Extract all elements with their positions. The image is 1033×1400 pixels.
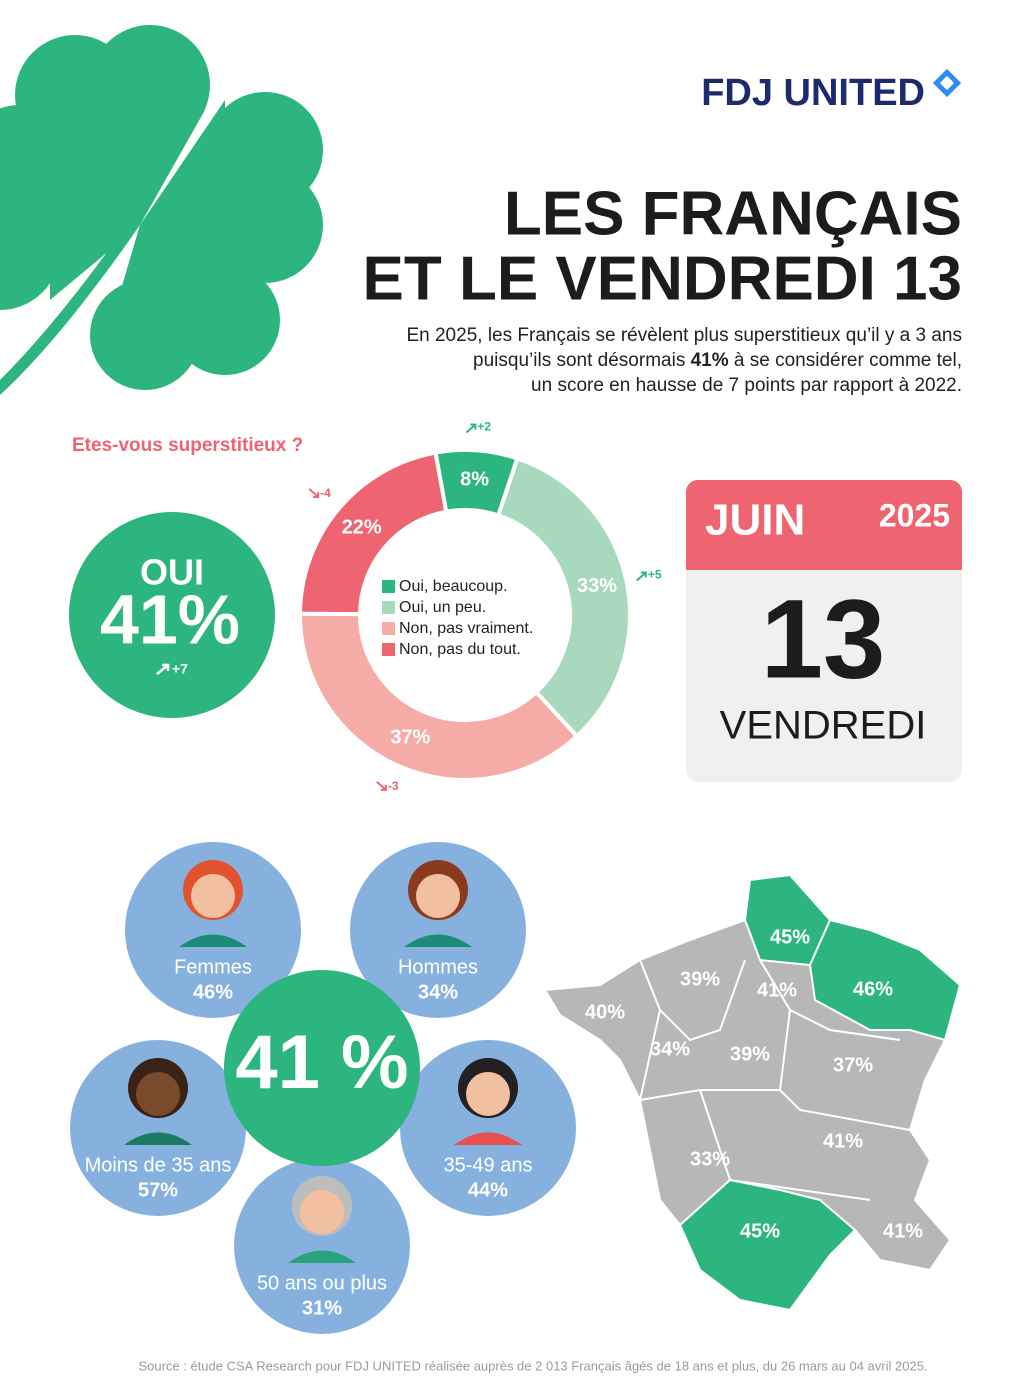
change-label: -3 — [388, 779, 399, 793]
up-arrow — [636, 571, 647, 582]
group-value: 34% — [418, 981, 458, 1003]
region-label: 39% — [680, 968, 720, 990]
region-label: 41% — [757, 979, 797, 1001]
region-label: 33% — [690, 1148, 730, 1170]
region-label: 41% — [883, 1220, 923, 1242]
up-arrow — [156, 663, 170, 675]
donut-segment — [298, 611, 580, 782]
down-arrow — [376, 781, 387, 791]
group-value: 57% — [138, 1179, 178, 1201]
avatar-face — [416, 874, 460, 918]
down-arrow — [308, 488, 320, 498]
group-label: Hommes — [398, 956, 478, 978]
change-label: +5 — [648, 568, 662, 582]
donut-segment — [495, 455, 632, 740]
legend-label: Non, pas vraiment. — [399, 620, 533, 637]
avatar-body — [454, 1132, 522, 1145]
brand-icon — [932, 68, 962, 98]
value-label: 37% — [390, 727, 430, 749]
legend-label: Non, pas du tout. — [399, 641, 521, 658]
source: Source : étude CSA Research pour FDJ UNI… — [138, 1358, 927, 1373]
group-label: Femmes — [174, 956, 252, 978]
avatar-face — [300, 1190, 344, 1234]
legend-label: Oui, beaucoup. — [399, 578, 508, 595]
avatar-body — [179, 934, 247, 947]
legend-swatch — [382, 601, 395, 614]
group-value: 46% — [193, 981, 233, 1003]
region-label: 46% — [853, 978, 893, 1000]
group-value: 44% — [468, 1179, 508, 1201]
avatar-face — [466, 1072, 510, 1116]
change-label: +2 — [477, 420, 491, 434]
calendar-year: 2025 — [879, 497, 950, 533]
region-label: 41% — [823, 1130, 863, 1152]
calendar-weekday: VENDREDI — [720, 704, 927, 748]
up-arrow — [465, 423, 477, 434]
legend-swatch — [382, 622, 395, 635]
avatar-body — [404, 934, 472, 947]
yes-badge — [69, 512, 275, 718]
region-label: 39% — [730, 1043, 770, 1065]
avatar-body — [124, 1132, 192, 1145]
region-label: 45% — [740, 1220, 780, 1242]
intro: puisqu’ils sont désormais 41% à se consi… — [473, 350, 962, 371]
group-label: 50 ans ou plus — [257, 1272, 387, 1294]
value-label: 33% — [577, 575, 617, 597]
yes-label: OUI — [140, 552, 204, 593]
group-circle — [125, 842, 301, 1018]
region-label: 45% — [770, 926, 810, 948]
group-circle — [400, 1040, 576, 1216]
avatar-face — [191, 874, 235, 918]
value-label: 8% — [460, 469, 489, 491]
intro-text: puisqu’ils sont désormais — [473, 350, 691, 371]
title: ET LE VENDREDI 13 — [363, 244, 962, 313]
avatar-face — [136, 1072, 180, 1116]
yes-change: +7 — [172, 661, 188, 677]
change-label: -4 — [320, 486, 331, 500]
chart-title: Etes-vous superstitieux ? — [72, 435, 303, 456]
legend-swatch — [382, 580, 395, 593]
group-label: Moins de 35 ans — [85, 1154, 232, 1176]
group-value: 31% — [302, 1297, 342, 1319]
region-label: 40% — [585, 1001, 625, 1023]
title: LES FRANÇAIS — [504, 179, 962, 248]
group-circle — [350, 842, 526, 1018]
legend-swatch — [382, 643, 395, 656]
clover — [0, 25, 323, 395]
calendar — [686, 480, 962, 782]
calendar-month: JUIN — [705, 496, 805, 545]
map-highlights — [678, 873, 962, 1312]
group-label: 35-49 ans — [444, 1154, 533, 1176]
center-value: 41 % — [235, 1020, 408, 1105]
intro-bold: 41% — [691, 350, 729, 371]
region-label: 34% — [650, 1038, 690, 1060]
brand: FDJ UNITED — [701, 72, 925, 114]
group-circle — [234, 1158, 410, 1334]
yes-value: 41% — [100, 580, 240, 658]
donut-segment — [297, 450, 449, 617]
group-circle — [70, 1040, 246, 1216]
center-circle — [224, 970, 420, 1166]
calendar-day: 13 — [761, 577, 886, 702]
region-label: 37% — [833, 1054, 873, 1076]
legend-label: Oui, un peu. — [399, 599, 486, 616]
intro: un score en hausse de 7 points par rappo… — [531, 375, 962, 396]
value-label: 22% — [342, 516, 382, 538]
avatar-body — [288, 1250, 356, 1263]
intro: En 2025, les Français se révèlent plus s… — [406, 325, 962, 346]
intro-text: à se considérer comme tel, — [729, 350, 962, 371]
